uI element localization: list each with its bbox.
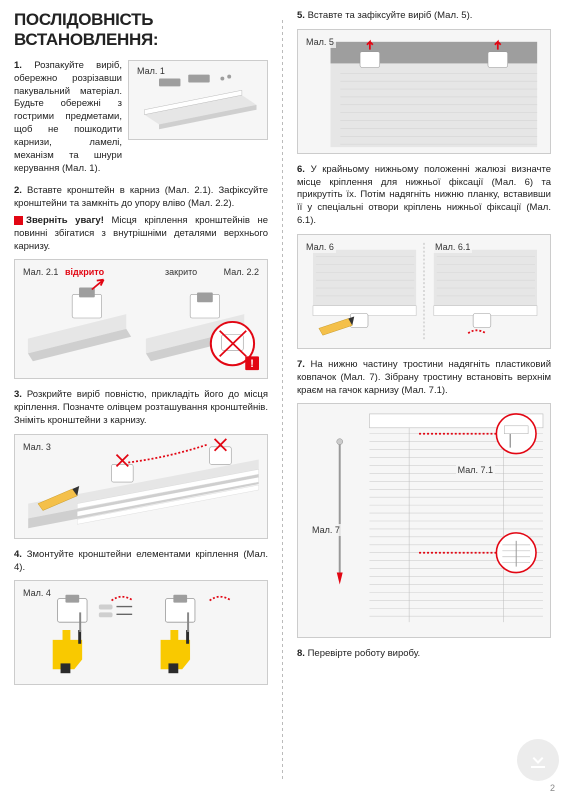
step1-num: 1. (14, 60, 22, 71)
step1-text: 1. Розпакуйте виріб, обережно розрізавши… (14, 60, 122, 175)
step8-num: 8. (297, 648, 305, 659)
page-number: 2 (550, 783, 555, 793)
figure-5-label: Мал. 5 (304, 36, 336, 48)
step3-num: 3. (14, 389, 22, 400)
step3-body: Розкрийте виріб повністю, прикладіть йог… (14, 389, 268, 426)
step3-text: 3. Розкрийте виріб повністю, прикладіть … (14, 389, 268, 427)
step-4: 4. Змонтуйте кронштейни елементами кріпл… (14, 549, 268, 686)
step-1: 1. Розпакуйте виріб, обережно розрізавши… (14, 60, 268, 175)
figure-7: Мал. 7 Мал. 7.1 (297, 403, 551, 638)
right-column: 5. Вставте та зафіксуйте виріб (Мал. 5).… (283, 0, 565, 799)
figure-1-label: Мал. 1 (135, 65, 167, 77)
figure-2-open-label: відкрито (63, 266, 106, 278)
figure-71-label: Мал. 7.1 (456, 464, 495, 476)
step7-num: 7. (297, 359, 305, 370)
figure-4-label: Мал. 4 (21, 587, 53, 599)
figure-22-label: Мал. 2.2 (222, 266, 261, 278)
figure-5-svg (298, 30, 550, 153)
step8-body: Перевірте роботу виробу. (308, 648, 421, 659)
figure-6: Мал. 6 Мал. 6.1 (297, 234, 551, 349)
step-7: 7. На нижню частину тростини надягніть п… (297, 359, 551, 638)
step-8: 8. Перевірте роботу виробу. (297, 648, 551, 661)
figure-3: Мал. 3 (14, 434, 268, 539)
step4-body: Змонтуйте кронштейни елементами кріпленн… (14, 549, 268, 573)
figure-4: Мал. 4 (14, 580, 268, 685)
figure-61-label: Мал. 6.1 (433, 241, 472, 253)
svg-text:!: ! (250, 359, 254, 371)
download-icon (526, 748, 550, 772)
figure-3-label: Мал. 3 (21, 441, 53, 453)
step4-num: 4. (14, 549, 22, 560)
step2-warning: Зверніть увагу! Місця кріплення кронштей… (14, 215, 268, 253)
figure-2-closed-label: закрито (163, 266, 199, 278)
step2-num: 2. (14, 185, 22, 196)
figure-7-label: Мал. 7 (310, 524, 342, 536)
step-3: 3. Розкрийте виріб повністю, прикладіть … (14, 389, 268, 538)
warning-icon (14, 216, 23, 225)
step6-text: 6. У крайньому нижньому положенні жалюзі… (297, 164, 551, 228)
step-6: 6. У крайньому нижньому положенні жалюзі… (297, 164, 551, 349)
step1-body: Розпакуйте виріб, обережно розрізавши па… (14, 60, 122, 174)
step5-text: 5. Вставте та зафіксуйте виріб (Мал. 5). (297, 10, 551, 23)
figure-2: Мал. 2.1 відкрито закрито Мал. 2.2 (14, 259, 268, 379)
step-2: 2. Вставте кронштейн в карниз (Мал. 2.1)… (14, 185, 268, 379)
step5-num: 5. (297, 10, 305, 21)
figure-1: Мал. 1 (128, 60, 268, 140)
step5-body: Вставте та зафіксуйте виріб (Мал. 5). (308, 10, 473, 21)
step2-body: Вставте кронштейн в карниз (Мал. 2.1). З… (14, 185, 268, 209)
figure-21-label: Мал. 2.1 (21, 266, 60, 278)
step2-text: 2. Вставте кронштейн в карниз (Мал. 2.1)… (14, 185, 268, 211)
figure-5: Мал. 5 (297, 29, 551, 154)
step2-warn-label: Зверніть увагу! (26, 215, 104, 226)
step6-body: У крайньому нижньому положенні жалюзі ви… (297, 164, 551, 226)
step1-text-block: 1. Розпакуйте виріб, обережно розрізавши… (14, 60, 122, 175)
step6-num: 6. (297, 164, 305, 175)
step-5: 5. Вставте та зафіксуйте виріб (Мал. 5).… (297, 10, 551, 154)
step7-text: 7. На нижню частину тростини надягніть п… (297, 359, 551, 397)
step8-text: 8. Перевірте роботу виробу. (297, 648, 551, 661)
figure-7-svg (298, 404, 550, 637)
figure-6-label: Мал. 6 (304, 241, 336, 253)
step4-text: 4. Змонтуйте кронштейни елементами кріпл… (14, 549, 268, 575)
left-column: ПОСЛІДОВНІСТЬ ВСТАНОВЛЕННЯ: 1. Розпакуйт… (0, 0, 282, 799)
step7-body: На нижню частину тростини надягніть плас… (297, 359, 551, 396)
download-badge (517, 739, 559, 781)
page-title: ПОСЛІДОВНІСТЬ ВСТАНОВЛЕННЯ: (14, 10, 268, 50)
